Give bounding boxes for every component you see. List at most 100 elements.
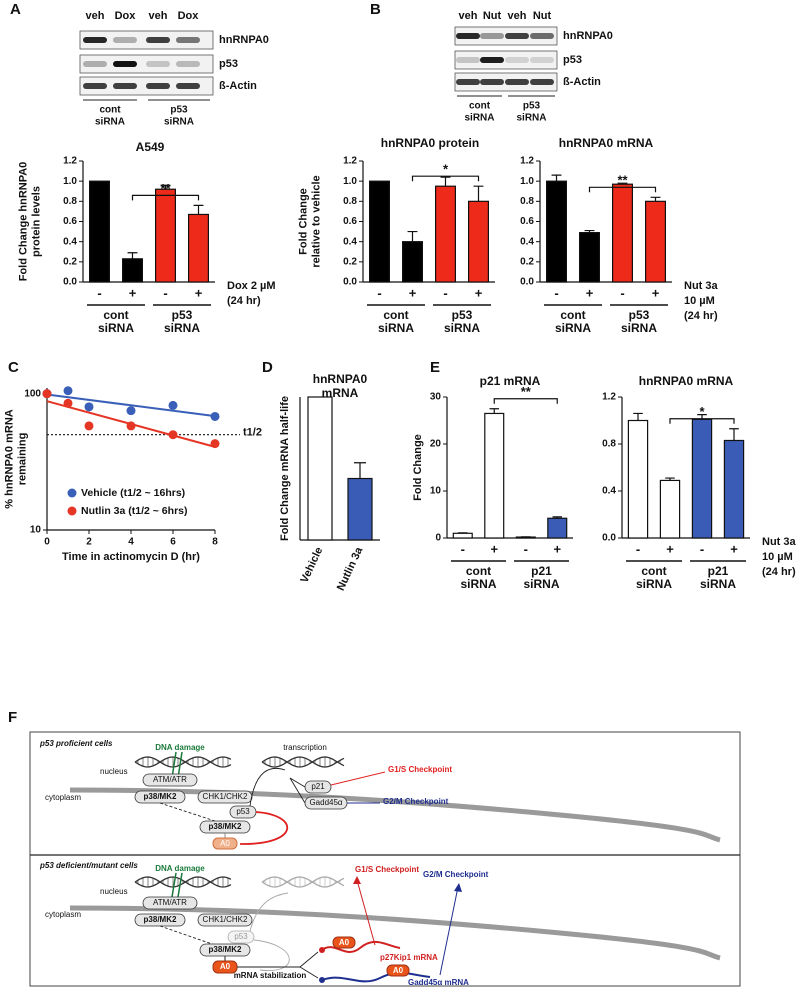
x-tick-label: + — [666, 541, 674, 556]
mrna — [321, 940, 401, 953]
x-tick-label: - — [377, 285, 381, 300]
point — [168, 430, 178, 440]
bar — [307, 396, 333, 541]
point — [63, 386, 73, 396]
lane-label: Dox — [115, 10, 137, 22]
label: nucleus — [100, 887, 128, 896]
band — [176, 83, 200, 89]
arrow — [356, 879, 376, 946]
significance-bracket — [669, 418, 735, 424]
x-tick-label: - — [554, 285, 558, 300]
node-label: A0 — [393, 966, 404, 975]
significance-label: ** — [521, 384, 532, 399]
treatment-label: 10 µM — [762, 551, 793, 563]
lane-label: Dox — [178, 10, 200, 22]
x-tick-label: - — [461, 541, 465, 556]
bar — [644, 200, 666, 283]
band — [480, 57, 504, 63]
node-label: CHK1/CHK2 — [203, 792, 248, 801]
row-label: hnRNPA0 — [563, 30, 613, 42]
arrow — [171, 872, 183, 898]
group-label: siRNA — [516, 113, 546, 124]
error-bar — [127, 252, 138, 259]
arrow — [249, 892, 290, 971]
node — [142, 773, 198, 787]
y-axis-label: Fold Change — [412, 434, 424, 501]
dna-strand — [261, 876, 345, 888]
band — [83, 83, 107, 89]
chart-title: hnRNPA0 mRNA — [559, 136, 654, 150]
y-tick-label: 0.6 — [520, 216, 534, 227]
error-bar — [617, 182, 628, 185]
node-label: p38/MK2 — [144, 792, 177, 801]
label: G1/S Checkpoint — [355, 865, 419, 874]
y-tick-label: 0.4 — [63, 236, 77, 247]
group-label: cont — [103, 308, 128, 322]
panel-label: D — [262, 359, 273, 376]
x-tick-label: + — [195, 285, 203, 300]
x-tick-label: 8 — [212, 537, 218, 548]
label: G1/S Checkpoint — [388, 765, 452, 774]
group-label: cont — [466, 564, 491, 578]
error-bar — [584, 229, 595, 233]
bar — [691, 418, 713, 539]
y-tick-label: 0.4 — [602, 486, 616, 497]
point — [210, 439, 220, 449]
x-tick-label: 4 — [128, 537, 134, 548]
band — [505, 79, 529, 85]
chart-title: A549 — [136, 140, 165, 154]
x-tick-label: 2 — [86, 537, 92, 548]
node-label: p38/MK2 — [209, 945, 242, 954]
treatment-label: 10 µM — [684, 295, 715, 307]
legend-label: Nutlin 3a (t1/2 ~ 6hrs) — [81, 505, 188, 517]
lane-label: Nut — [483, 10, 502, 22]
significance-bracket — [493, 398, 558, 404]
x-tick-label: + — [129, 285, 137, 300]
error-bar — [160, 184, 171, 190]
lane-label: veh — [508, 10, 527, 22]
group-label: siRNA — [700, 577, 736, 591]
blot-strip — [79, 54, 214, 74]
group-label: siRNA — [95, 117, 125, 128]
band — [83, 61, 107, 67]
arrow — [249, 767, 306, 807]
node-label: CHK1/CHK2 — [203, 915, 248, 924]
bar — [121, 258, 143, 283]
group-label: siRNA — [164, 321, 200, 335]
label: Gadd45α mRNA — [408, 978, 469, 987]
y-tick-label: 1.0 — [343, 176, 357, 187]
bar — [578, 231, 600, 283]
error-bar — [650, 196, 661, 202]
group-label: siRNA — [378, 321, 414, 335]
section-title: p53 proficient cells — [39, 739, 113, 748]
node — [332, 936, 356, 949]
node — [227, 930, 255, 944]
y-tick-label: 1.0 — [520, 176, 534, 187]
node-label: p53 — [234, 932, 248, 941]
group-label: p53 — [452, 308, 473, 322]
band — [176, 61, 200, 67]
blot-strip — [454, 50, 558, 70]
group-label: siRNA — [636, 577, 672, 591]
bar — [347, 477, 373, 541]
node-label: p53 — [236, 807, 250, 816]
dna-strand — [261, 756, 345, 768]
error-bar — [407, 230, 418, 242]
chart-title: hnRNPA0 protein — [381, 136, 479, 150]
treatment-label: Dox 2 µM — [227, 280, 276, 292]
row-label: ß-Actin — [563, 76, 601, 88]
error-bar — [354, 462, 366, 479]
lane-label: veh — [459, 10, 478, 22]
x-tick-label: + — [475, 285, 483, 300]
band — [146, 83, 170, 89]
band — [480, 79, 504, 85]
x-tick-label: - — [443, 285, 447, 300]
pathway-diagram: p53 proficient cells DNA damage transcri… — [29, 731, 741, 987]
legend-marker — [67, 488, 77, 498]
bar — [402, 241, 424, 283]
row-label: ß-Actin — [219, 80, 257, 92]
group-label: siRNA — [98, 321, 134, 335]
cap — [319, 977, 325, 983]
label: DNA damage — [155, 743, 205, 752]
